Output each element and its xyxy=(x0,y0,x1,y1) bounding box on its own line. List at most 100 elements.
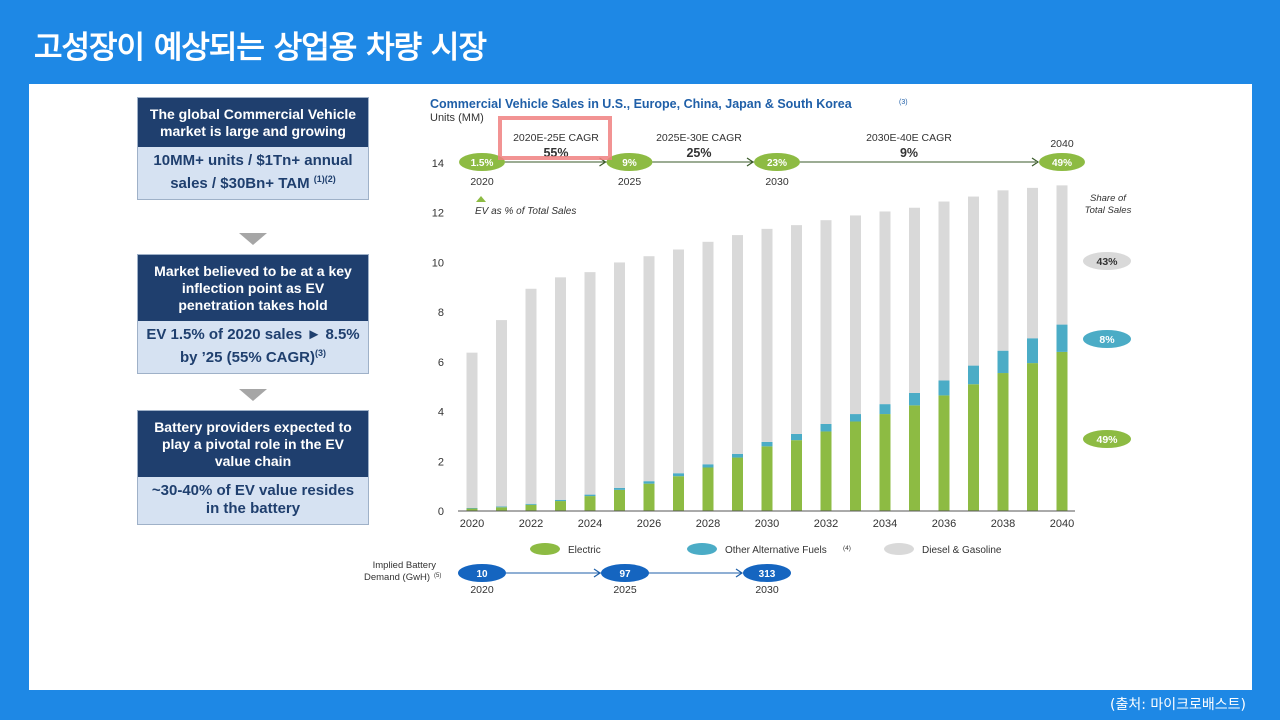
cagr-value: 25% xyxy=(686,146,711,160)
bar-other-alternative-fuels xyxy=(643,481,655,484)
bar-diesel-gasoline xyxy=(820,220,832,424)
y-tick-label: 10 xyxy=(432,257,444,269)
bar-other-alternative-fuels xyxy=(555,499,566,502)
bar-electric xyxy=(791,440,802,511)
bar-diesel-gasoline xyxy=(673,249,684,474)
battery-badge xyxy=(743,564,791,582)
share-badge xyxy=(1083,330,1131,348)
bar-other-alternative-fuels xyxy=(732,453,743,458)
summary-box-text: ~30-40% of EV value resides in the batte… xyxy=(151,482,355,517)
share-value: 43% xyxy=(1096,256,1118,268)
bar-diesel-gasoline xyxy=(1027,187,1038,339)
bar-diesel-gasoline xyxy=(879,211,891,405)
bar-other-alternative-fuels xyxy=(791,433,802,441)
bar-electric xyxy=(879,414,891,511)
x-tick-label: 2036 xyxy=(932,518,956,530)
x-tick-label: 2034 xyxy=(873,518,897,530)
bar-other-alternative-fuels xyxy=(1027,338,1038,364)
battery-year: 2025 xyxy=(613,584,637,596)
bar-diesel-gasoline xyxy=(968,196,979,366)
bar-diesel-gasoline xyxy=(525,288,537,504)
bar-other-alternative-fuels xyxy=(879,404,891,415)
legend-swatch xyxy=(884,543,914,555)
bar-other-alternative-fuels xyxy=(997,350,1009,374)
legend-label: Diesel & Gasoline xyxy=(922,545,1002,556)
share-value: 8% xyxy=(1099,334,1115,346)
legend-swatch xyxy=(530,543,560,555)
x-tick-label: 2040 xyxy=(1050,518,1074,530)
arrow-head-icon xyxy=(735,568,744,578)
cagr-header: 2025E-30E CAGR xyxy=(656,132,742,144)
battery-value: 313 xyxy=(759,569,776,580)
y-tick-label: 6 xyxy=(438,357,444,369)
arrow-head-icon xyxy=(1031,157,1040,167)
arrow-head-icon xyxy=(593,568,602,578)
bar-other-alternative-fuels xyxy=(968,365,979,385)
down-arrow-icon xyxy=(239,233,267,245)
bar-other-alternative-fuels xyxy=(496,506,507,508)
share-badge xyxy=(1083,430,1131,448)
x-tick-label: 2020 xyxy=(460,518,484,530)
battery-demand-label: Demand (GwH) xyxy=(364,572,430,583)
bar-electric xyxy=(673,476,684,511)
summary-box-body: EV 1.5% of 2020 sales ► 8.5% by ’25 (55%… xyxy=(138,321,368,373)
battery-year: 2020 xyxy=(470,584,494,596)
battery-value: 97 xyxy=(619,569,631,580)
summary-box-text: EV 1.5% of 2020 sales ► 8.5% by ’25 (55%… xyxy=(146,326,360,366)
battery-badge xyxy=(458,564,506,582)
ev-share-value: 9% xyxy=(622,158,637,169)
bar-other-alternative-fuels xyxy=(820,424,832,432)
summary-box-inflection: Market believed to be at a key inflectio… xyxy=(137,254,369,374)
cagr-value: 9% xyxy=(900,146,918,160)
legend-label: Other Alternative Fuels xyxy=(725,545,827,556)
bar-diesel-gasoline xyxy=(850,215,861,415)
y-tick-label: 4 xyxy=(438,407,444,419)
bar-electric xyxy=(732,457,743,511)
down-arrow-icon xyxy=(239,389,267,401)
bar-diesel-gasoline xyxy=(791,225,802,434)
highlight-box xyxy=(498,116,612,160)
bar-electric xyxy=(584,496,596,511)
share-label: Share of xyxy=(1090,193,1127,204)
bar-electric xyxy=(555,501,566,511)
bar-other-alternative-fuels xyxy=(909,392,920,406)
source-caption: (출처: 마이크로배스트) xyxy=(1109,697,1246,713)
footnote-ref: (3) xyxy=(315,348,327,358)
bar-diesel-gasoline xyxy=(555,277,566,500)
ev-share-value: 49% xyxy=(1052,158,1072,169)
bar-electric xyxy=(761,446,773,511)
bar-electric xyxy=(525,504,537,511)
milestone-year: 2020 xyxy=(470,176,494,188)
bar-diesel-gasoline xyxy=(702,241,714,465)
x-tick-label: 2030 xyxy=(755,518,779,530)
bar-diesel-gasoline xyxy=(732,235,743,454)
bar-diesel-gasoline xyxy=(938,201,950,381)
bar-other-alternative-fuels xyxy=(614,487,625,490)
summary-box-battery: Battery providers expected to play a piv… xyxy=(137,410,369,525)
bar-diesel-gasoline xyxy=(614,262,625,488)
ev-share-value: 1.5% xyxy=(471,158,494,169)
summary-box-body: 10MM+ units / $1Tn+ annual sales / $30Bn… xyxy=(138,147,368,199)
bar-electric xyxy=(496,507,507,511)
bar-electric xyxy=(909,405,920,511)
x-tick-label: 2024 xyxy=(578,518,602,530)
bar-diesel-gasoline xyxy=(496,320,507,507)
ev-share-badge xyxy=(1039,153,1085,171)
slide-title: 고성장이 예상되는 상업용 차량 시장 xyxy=(34,30,487,66)
bar-electric xyxy=(968,384,979,511)
bar-other-alternative-fuels xyxy=(761,441,773,447)
battery-demand-label: Implied Battery xyxy=(373,560,437,571)
y-tick-label: 14 xyxy=(432,158,444,170)
bar-diesel-gasoline xyxy=(909,207,920,393)
x-tick-label: 2026 xyxy=(637,518,661,530)
cagr-header: 2030E-40E CAGR xyxy=(866,132,952,144)
bar-diesel-gasoline xyxy=(643,256,655,482)
end-year-label: 2040 xyxy=(1050,138,1074,150)
legend-note: (4) xyxy=(843,545,851,552)
summary-box-body: ~30-40% of EV value resides in the batte… xyxy=(138,477,368,524)
milestone-year: 2025 xyxy=(618,176,642,188)
bar-other-alternative-fuels xyxy=(850,414,861,422)
summary-box-heading: Market believed to be at a key inflectio… xyxy=(138,255,368,321)
bar-diesel-gasoline xyxy=(761,228,773,442)
